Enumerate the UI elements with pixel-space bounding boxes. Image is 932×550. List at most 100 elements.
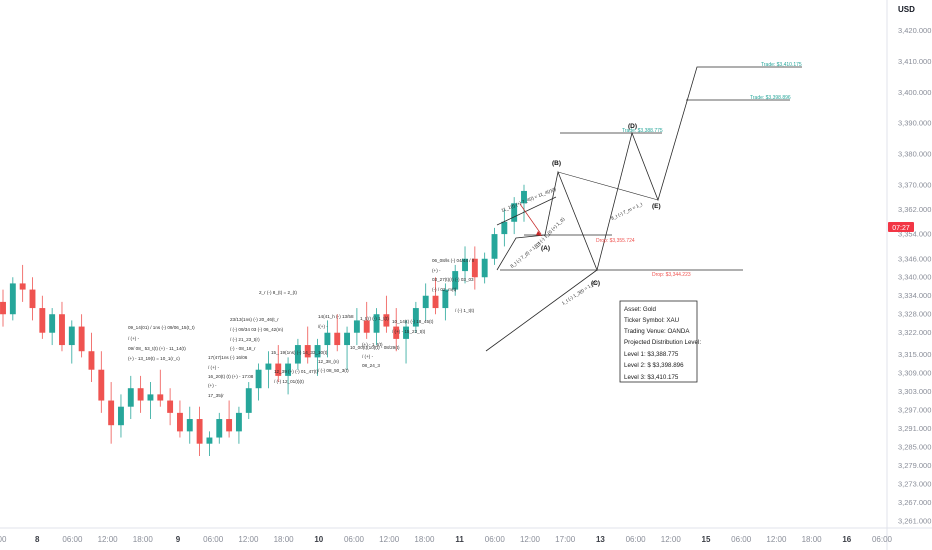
candle-body bbox=[294, 345, 301, 364]
candle-body bbox=[98, 369, 105, 401]
time-tick-label: 18:00 bbox=[133, 535, 154, 544]
time-tick-label: 16 bbox=[842, 535, 851, 544]
candle bbox=[314, 338, 321, 376]
arrow-head bbox=[536, 231, 542, 236]
time-tick-label: 06:00 bbox=[203, 535, 224, 544]
note-2: / (+) - bbox=[128, 336, 140, 341]
time-tick-label: 8 bbox=[35, 535, 40, 544]
candle bbox=[59, 301, 65, 352]
note-8: (+) - bbox=[208, 383, 217, 388]
note-33: (+) - 1_t(t) bbox=[362, 342, 383, 347]
note-16: /(+) - bbox=[318, 324, 328, 329]
time-tick-label: 12:00 bbox=[379, 535, 400, 544]
point-b-label: (B) bbox=[552, 160, 561, 167]
candle-body bbox=[88, 351, 95, 370]
info-box-frame bbox=[619, 300, 698, 383]
candle bbox=[462, 246, 468, 284]
candle-body bbox=[68, 326, 75, 346]
candle bbox=[412, 301, 419, 333]
time-axis[interactable]: 00 8 06:00 12:00 18:00 9 06:00 12:00 18:00 10 06:0… bbox=[0, 535, 893, 544]
time-tick-label: 06:00 bbox=[485, 535, 506, 544]
candle-body bbox=[442, 289, 449, 309]
candle-body bbox=[373, 314, 380, 333]
candle bbox=[285, 357, 292, 395]
price-tick-label: 3,340.000 bbox=[898, 273, 931, 282]
candle bbox=[403, 320, 409, 364]
candle bbox=[88, 332, 95, 383]
time-tick-label: 13 bbox=[596, 535, 605, 544]
time-tick-label: 9 bbox=[176, 535, 181, 544]
candle-body bbox=[78, 326, 85, 352]
candle-body bbox=[9, 283, 16, 315]
projection-drawing bbox=[485, 66, 802, 352]
candle bbox=[186, 406, 193, 444]
price-tick-label: 3,362.000 bbox=[898, 205, 931, 214]
candle bbox=[275, 345, 282, 383]
candle-body bbox=[49, 314, 56, 333]
note-20: 12_38_(n) bbox=[318, 359, 339, 364]
candle-body bbox=[403, 326, 409, 339]
time-tick-label: 06:00 bbox=[62, 535, 83, 544]
price-tick-label: 3,346.000 bbox=[898, 254, 931, 263]
candle bbox=[304, 326, 311, 364]
candle bbox=[108, 382, 115, 444]
candle-body bbox=[491, 234, 498, 259]
candle-body bbox=[0, 301, 6, 315]
price-tick-label: 3,420.000 bbox=[898, 26, 931, 35]
price-tick-label: 3,261.000 bbox=[898, 516, 931, 525]
note-21: / (-) 08_50_3(t) bbox=[318, 368, 349, 373]
candle bbox=[226, 400, 233, 438]
candle-body bbox=[235, 412, 242, 432]
price-tick-label: 3,303.000 bbox=[898, 387, 931, 396]
candle bbox=[118, 394, 124, 438]
candle bbox=[68, 320, 75, 364]
candle-body bbox=[39, 308, 46, 333]
time-tick-label: 15 bbox=[702, 535, 711, 544]
leg-b-e-line bbox=[557, 171, 659, 201]
candle bbox=[29, 277, 36, 321]
currency-label: USD bbox=[898, 5, 915, 14]
price-tick-label: 3,322.000 bbox=[898, 328, 931, 337]
candle-body bbox=[216, 419, 223, 438]
candle bbox=[167, 388, 174, 426]
info-box: Asset: Gold Ticker Symbol: XAU Trading V… bbox=[619, 300, 701, 383]
note-9: 17_35(r bbox=[208, 393, 224, 398]
candle-body bbox=[324, 332, 331, 346]
candle-body bbox=[462, 258, 468, 272]
price-tick-label: 3,273.000 bbox=[898, 479, 931, 488]
candle-body bbox=[521, 190, 527, 204]
drop-label-2: Drop: $3,344.223 bbox=[652, 272, 691, 278]
candle-body bbox=[285, 363, 292, 376]
candle bbox=[383, 295, 390, 333]
candle bbox=[137, 375, 144, 413]
candle bbox=[442, 283, 449, 321]
candle bbox=[334, 314, 341, 352]
candle-body bbox=[137, 388, 144, 401]
candlestick-series bbox=[0, 184, 527, 457]
candle-body bbox=[363, 320, 370, 333]
annotation-notes: 09_14(01) / 1ns (-) 09/06_15(t_t) / (+) … bbox=[128, 258, 475, 398]
candle-body bbox=[452, 271, 459, 290]
time-tick-label: 12:00 bbox=[238, 535, 259, 544]
note-24: 08_24_3 bbox=[362, 363, 380, 368]
point-a-label: (A) bbox=[541, 245, 550, 252]
price-tick-label: 3,380.000 bbox=[898, 149, 931, 158]
candle-body bbox=[255, 369, 262, 389]
candle-body bbox=[206, 437, 213, 444]
candle bbox=[353, 308, 360, 346]
candle bbox=[432, 277, 439, 315]
note-12: / (-) 21_23_t(r) bbox=[230, 337, 260, 342]
candle-body bbox=[412, 308, 419, 327]
candle-body bbox=[314, 345, 321, 358]
candle-body bbox=[59, 314, 65, 346]
price-tick-label: 3,315.000 bbox=[898, 350, 931, 359]
price-axis[interactable]: 3,261.000 3,267.000 3,273.000 3,279.000 3,28… bbox=[898, 26, 931, 525]
candle-body bbox=[422, 295, 429, 309]
note-25: 06_08/ls (-) 04/44 / ll bbox=[432, 258, 474, 263]
candle-body bbox=[393, 326, 400, 339]
candle-body bbox=[481, 258, 488, 278]
time-tick-label: 18:00 bbox=[414, 535, 435, 544]
time-tick-label: 06:00 bbox=[731, 535, 752, 544]
candle bbox=[294, 338, 301, 370]
